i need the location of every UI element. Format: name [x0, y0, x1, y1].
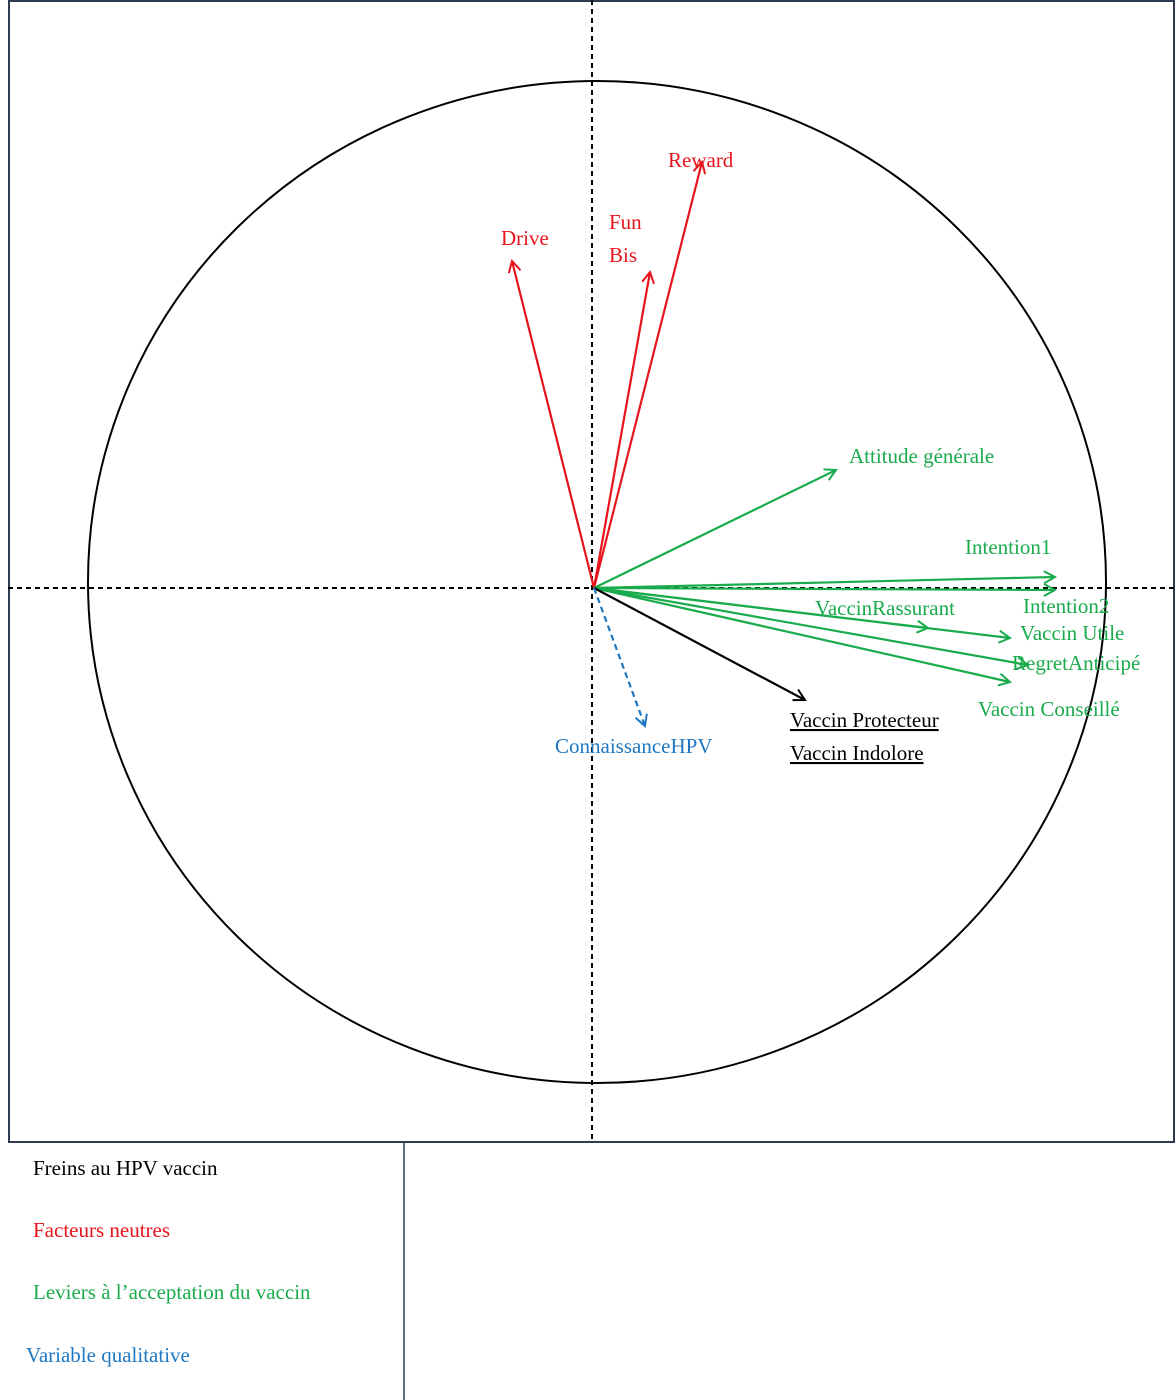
legend-entry: Variable qualitative: [26, 1343, 190, 1367]
arrow: [593, 586, 1028, 665]
vector-label: Intention2: [1023, 594, 1109, 618]
arrow: [512, 261, 596, 589]
vector-label: Reward: [668, 148, 734, 172]
arrow: [593, 577, 1055, 590]
vector-label: Drive: [501, 226, 549, 250]
vector-label: Vaccin Utile: [1020, 621, 1124, 645]
vector-label: Bis: [609, 243, 637, 267]
vector-label: Fun: [609, 210, 642, 234]
vector-label: RegretAnticipé: [1012, 651, 1140, 675]
vector-label: Vaccin Conseillé: [978, 697, 1120, 721]
arrow: [593, 587, 805, 700]
correlation-circle: [87, 80, 1107, 1084]
arrow: [593, 470, 836, 589]
arrow: [593, 588, 1055, 590]
legend-entry: Leviers à l’acceptation du vaccin: [33, 1280, 311, 1304]
arrows: [512, 162, 1055, 726]
vector-label: VaccinRassurant: [815, 596, 955, 620]
vector-label: Vaccin Indolore: [790, 741, 924, 765]
arrow: [592, 272, 650, 589]
vector-label: Attitude générale: [849, 444, 994, 468]
vector-label: ConnaissanceHPV: [555, 734, 712, 758]
legend-entry: Freins au HPV vaccin: [33, 1156, 218, 1180]
legend-entry: Facteurs neutres: [33, 1218, 170, 1242]
arrow: [593, 586, 1010, 682]
arrow: [592, 162, 702, 589]
arrow: [592, 587, 645, 726]
arrow: [593, 586, 1010, 638]
vector-label: Vaccin Protecteur: [790, 708, 939, 732]
vector-label: Intention1: [965, 535, 1051, 559]
